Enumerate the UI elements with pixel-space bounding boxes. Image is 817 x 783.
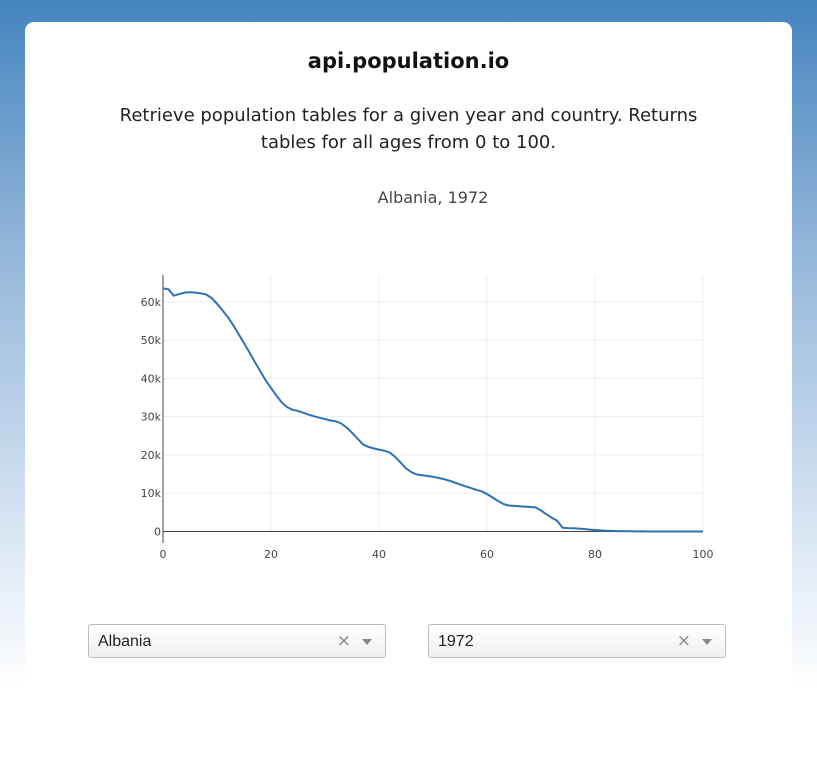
x-tick-label: 0: [160, 548, 167, 561]
y-tick-label: 40k: [141, 372, 162, 385]
country-select[interactable]: Albania ×: [88, 624, 386, 658]
year-chevron-down-icon[interactable]: [702, 639, 712, 645]
page-title: api.population.io: [307, 49, 510, 73]
chart-tick-labels: 0 20 40 60 80 100 0 10k 20k 30k 40k 50k 60k: [141, 296, 714, 561]
y-tick-label: 60k: [141, 296, 162, 309]
x-tick-label: 40: [372, 548, 386, 561]
y-tick-label: 30k: [141, 411, 162, 424]
country-chevron-down-icon[interactable]: [362, 639, 372, 645]
population-chart: Albania, 1972 0 20 40 60 80 100 0 10k 20k 30k 40k 5…: [100, 177, 730, 567]
country-select-value: Albania: [98, 633, 152, 650]
y-tick-label: 0: [154, 526, 161, 539]
chart-series: [162, 287, 703, 533]
y-tick-label: 20k: [141, 449, 162, 462]
year-select[interactable]: 1972 ×: [428, 624, 726, 658]
y-tick-label: 10k: [141, 487, 162, 500]
year-clear-icon[interactable]: ×: [676, 631, 691, 651]
main-card: api.population.io Retrieve population ta…: [25, 22, 792, 783]
x-tick-label: 100: [693, 548, 714, 561]
year-select-value: 1972: [438, 633, 474, 650]
x-tick-label: 20: [264, 548, 278, 561]
page-description: Retrieve population tables for a given y…: [119, 105, 698, 153]
chart-title: Albania, 1972: [378, 188, 489, 207]
y-tick-label: 50k: [141, 334, 162, 347]
x-tick-label: 60: [480, 548, 494, 561]
x-tick-label: 80: [588, 548, 602, 561]
chart-grid: [163, 275, 704, 532]
population-series-line: [162, 287, 703, 533]
country-clear-icon[interactable]: ×: [336, 631, 351, 651]
chart-axes: [162, 275, 703, 543]
population-chart-svg: Albania, 1972 0 20 40 60 80 100 0 10k 20k 30k 40k 5…: [141, 188, 714, 561]
